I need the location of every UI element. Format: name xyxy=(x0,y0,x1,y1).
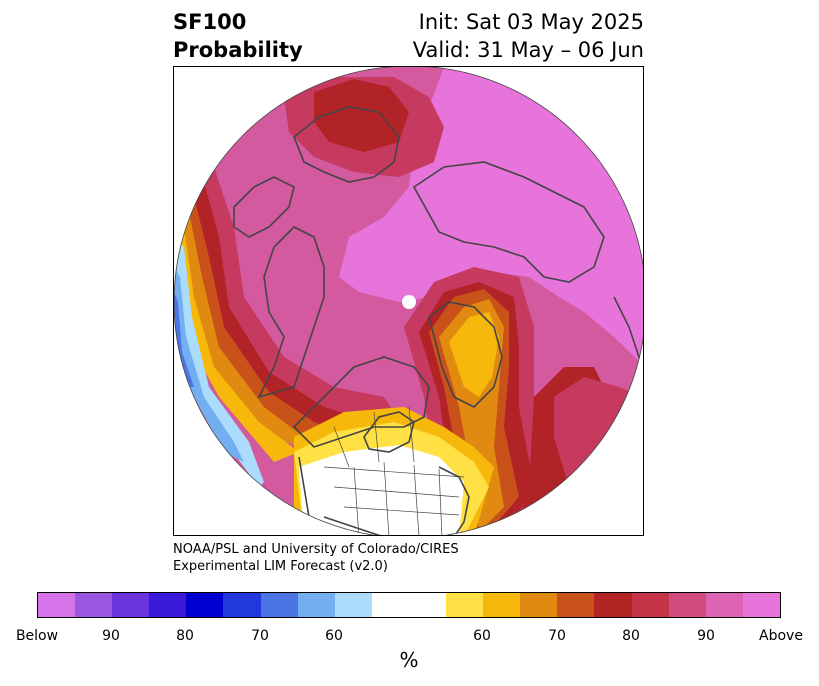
title-block-left: SF100 Probability xyxy=(173,8,303,64)
credit-line-1: NOAA/PSL and University of Colorado/CIRE… xyxy=(173,542,459,557)
init-date: Init: Sat 03 May 2025 xyxy=(418,10,644,34)
field-above-60-greenland xyxy=(449,312,499,397)
valid-range: Valid: 31 May – 06 Jun xyxy=(412,38,644,62)
colorbar-segment xyxy=(594,593,632,617)
colorbar-tick-label: 80 xyxy=(176,628,194,644)
colorbar-segment xyxy=(112,593,150,617)
colorbar-segment xyxy=(186,593,224,617)
colorbar xyxy=(37,592,781,618)
coastlines xyxy=(233,106,643,535)
colorbar-segment xyxy=(223,593,261,617)
colorbar-segment xyxy=(483,593,521,617)
colorbar-segment xyxy=(668,593,706,617)
colorbar-segment xyxy=(520,593,558,617)
colorbar-segment xyxy=(371,593,409,617)
political-borders xyxy=(323,406,465,535)
coast-europe xyxy=(233,176,295,238)
colorbar-tick-label: 60 xyxy=(473,628,491,644)
colorbar-segment xyxy=(557,593,595,617)
colorbar-segment xyxy=(38,593,76,617)
credit-block: NOAA/PSL and University of Colorado/CIRE… xyxy=(173,541,459,575)
colorbar-segment xyxy=(408,593,447,617)
colorbar-segment xyxy=(334,593,372,617)
map-panel xyxy=(173,66,644,536)
coast-siberia xyxy=(412,161,605,283)
field-above-80-east-atlantic xyxy=(554,377,643,527)
title-variable: SF100 xyxy=(173,10,247,34)
coast-canada-arctic xyxy=(292,356,430,448)
title-block-right: Init: Sat 03 May 2025 Valid: 31 May – 06… xyxy=(413,8,644,64)
colorbar-segment xyxy=(260,593,298,617)
field-above-60-west xyxy=(174,222,299,462)
forecast-map xyxy=(174,67,643,535)
credit-line-2: Experimental LIM Forecast (v2.0) xyxy=(173,559,388,574)
coast-scandinavia xyxy=(293,106,400,183)
colorbar-tick-label: 60 xyxy=(325,628,343,644)
colorbar-tick-label: Below xyxy=(15,628,59,644)
colorbar-segment xyxy=(631,593,669,617)
colorbar-tick-label: 70 xyxy=(251,628,269,644)
colorbar-tick-label: 90 xyxy=(697,628,715,644)
colorbar-segment xyxy=(297,593,335,617)
coast-usa-east xyxy=(438,466,470,535)
field-above-80-west xyxy=(174,157,404,447)
colorbar-segment xyxy=(149,593,187,617)
field-above-75-scandinavia xyxy=(314,79,409,152)
colorbar-tick-label: 90 xyxy=(102,628,120,644)
coast-alaska xyxy=(257,226,325,399)
colorbar-unit-label: % xyxy=(399,648,419,672)
colorbar-tick-label: 70 xyxy=(548,628,566,644)
colorbar-segment xyxy=(742,593,780,617)
colorbar-tick-label: Above xyxy=(759,628,803,644)
colorbar-segment xyxy=(75,593,113,617)
colorbar-segment xyxy=(446,593,484,617)
title-metric: Probability xyxy=(173,38,303,62)
coast-greenland xyxy=(428,301,503,408)
colorbar-tick-label: 80 xyxy=(622,628,640,644)
coast-mexico xyxy=(323,516,385,535)
pole-hole xyxy=(402,295,416,309)
colorbar-segment xyxy=(705,593,743,617)
field-below-70-west xyxy=(174,267,244,462)
field-above-95-russia xyxy=(474,192,584,257)
